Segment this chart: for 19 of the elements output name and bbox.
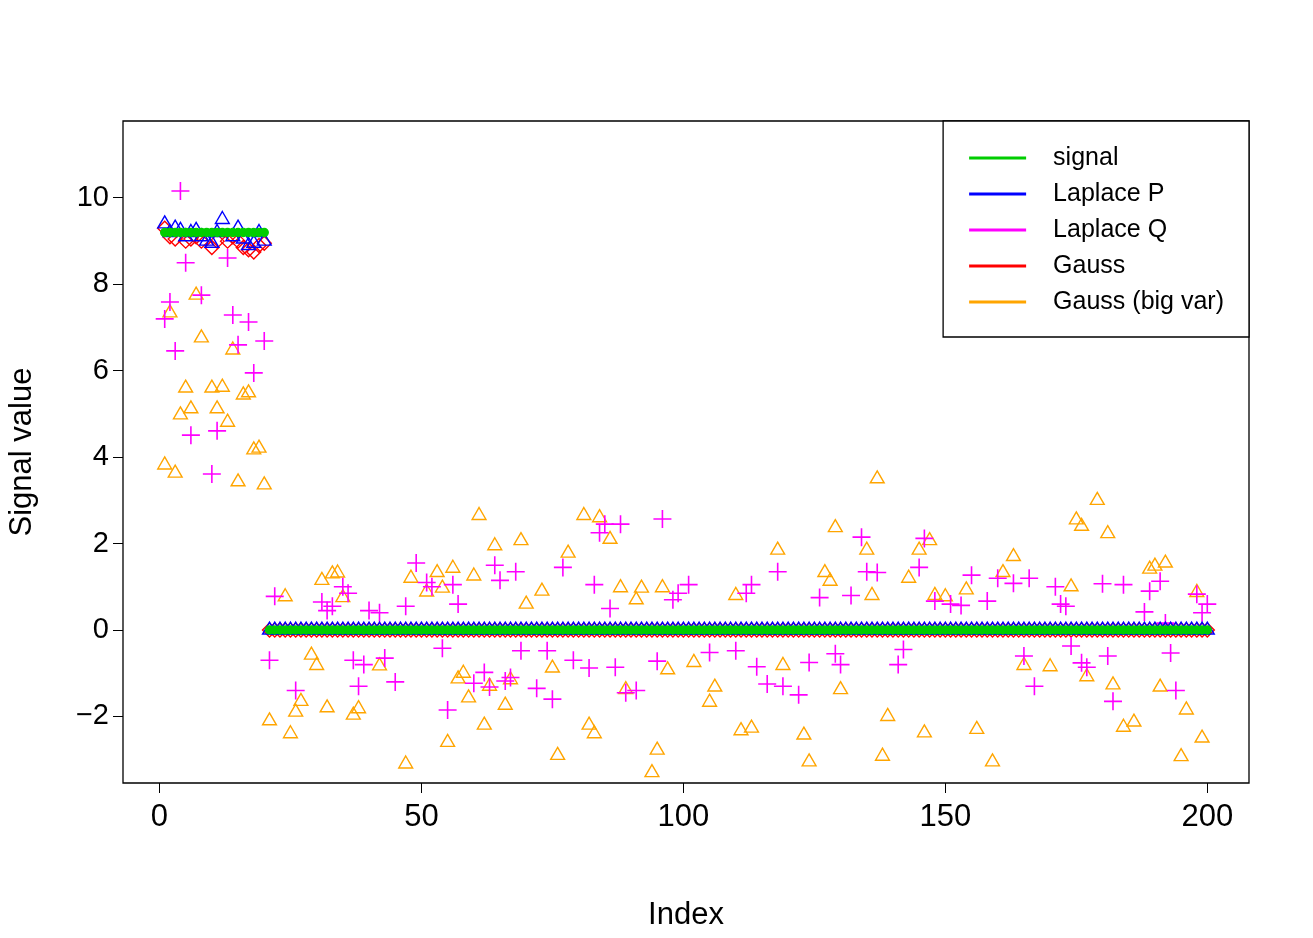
x-tick-label: 100 — [657, 798, 710, 834]
y-axis-title: Signal value — [3, 367, 39, 537]
y-tick-label: 10 — [76, 179, 109, 212]
legend-label: Laplace P — [1053, 177, 1165, 206]
x-tick-label: 0 — [150, 798, 169, 834]
legend-label: Gauss — [1053, 249, 1126, 278]
y-tick-label: 8 — [92, 266, 109, 299]
y-tick-label: −2 — [75, 698, 109, 731]
legend-label: Laplace Q — [1053, 213, 1168, 242]
y-tick-label: 0 — [92, 612, 109, 645]
y-tick-label: 4 — [92, 439, 109, 472]
x-axis-title: Index — [648, 895, 725, 931]
y-tick-label: 2 — [92, 525, 109, 558]
legend-label: signal — [1053, 141, 1119, 170]
legend-label: Gauss (big var) — [1053, 285, 1224, 314]
x-tick-label: 50 — [404, 798, 439, 834]
x-tick-label: 200 — [1181, 798, 1234, 834]
y-tick-label: 6 — [92, 352, 109, 385]
x-tick-label: 150 — [919, 798, 972, 834]
